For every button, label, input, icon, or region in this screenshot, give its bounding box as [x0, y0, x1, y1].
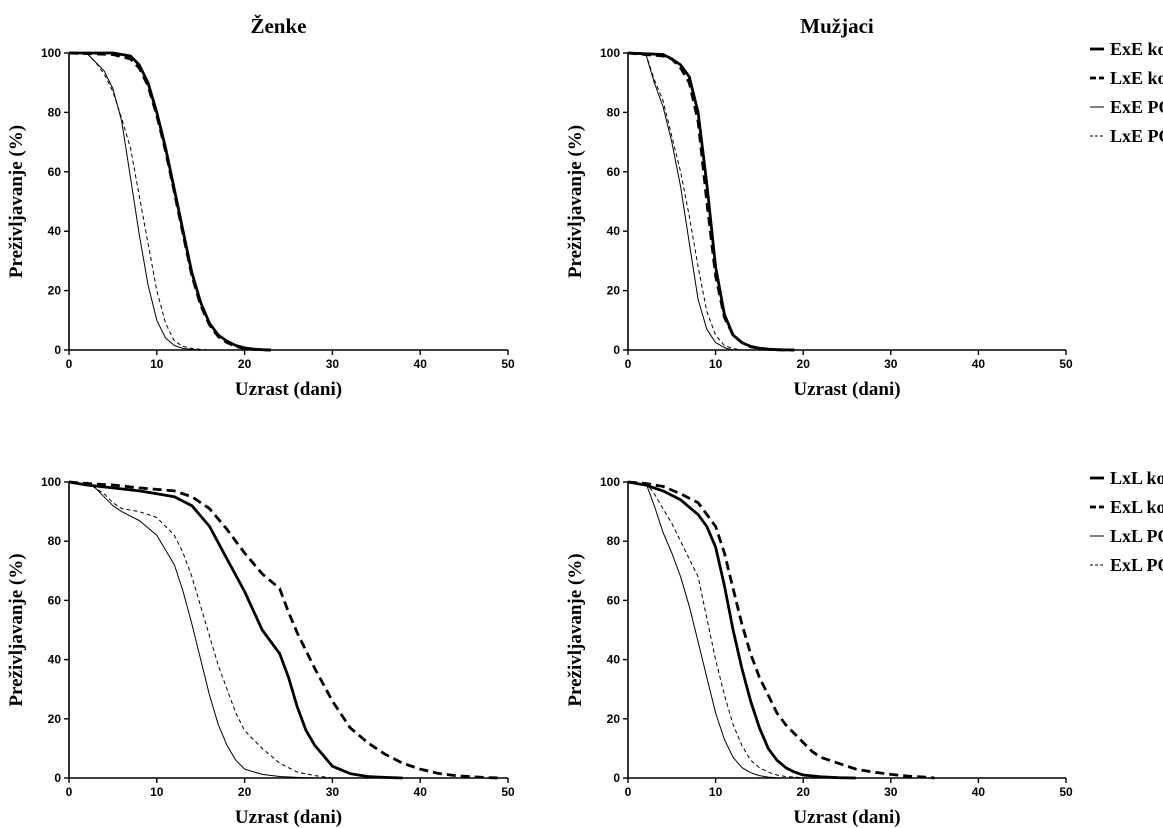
- legend-label-1: LxL kontrola: [1110, 468, 1163, 488]
- x-tick-label: 0: [625, 357, 632, 371]
- y-tick-label: 20: [48, 284, 62, 298]
- panel-title: Mužjaci: [800, 14, 874, 38]
- y-tick-label: 40: [607, 224, 621, 238]
- y-tick-label: 20: [607, 712, 621, 726]
- x-tick-label: 10: [150, 785, 164, 799]
- x-tick-label: 10: [150, 357, 164, 371]
- y-tick-label: 60: [607, 165, 621, 179]
- x-tick-label: 20: [238, 357, 252, 371]
- panel-bottom-right: 0 10 20 30 40 50 0 20 40 60 80 100 Uzrast (dani) Prež…: [565, 468, 1163, 828]
- x-tick-label: 40: [972, 785, 986, 799]
- legend-label-2: ExL kontrola: [1110, 497, 1163, 517]
- y-tick-label: 80: [48, 534, 62, 548]
- series-line-1: [68, 480, 403, 780]
- y-tick-label: 100: [600, 46, 620, 60]
- x-tick-label: 50: [1059, 785, 1073, 799]
- series-line-1: [627, 480, 856, 780]
- x-tick-label: 40: [414, 785, 428, 799]
- series-line-2: [627, 51, 795, 352]
- panel-bottom-left: 0 10 20 30 40 50 0 20 40 60 80 100 Uzrast (dani) Prež…: [6, 475, 515, 828]
- x-axis-title: Uzrast (dani): [235, 379, 342, 400]
- y-tick-label: 60: [607, 593, 621, 607]
- legend-label-4: ExL PQ 0,5 %: [1110, 555, 1163, 575]
- series-line-4: [86, 52, 210, 351]
- y-tick-label: 60: [48, 165, 62, 179]
- legend-label-1: ExE kontrola: [1110, 39, 1163, 59]
- legend: ExE kontrola LxE kontrola ExE PQ 0,5 % LxE …: [1090, 39, 1163, 146]
- y-tick-label: 40: [48, 653, 62, 667]
- x-tick-label: 20: [797, 785, 811, 799]
- x-tick-label: 50: [501, 785, 515, 799]
- series-line-1: [627, 51, 795, 352]
- y-tick-label: 100: [41, 475, 61, 489]
- y-tick-label: 60: [48, 593, 62, 607]
- x-tick-label: 10: [709, 357, 723, 371]
- y-tick-label: 20: [48, 712, 62, 726]
- x-tick-label: 30: [326, 357, 340, 371]
- y-tick-label: 40: [48, 224, 62, 238]
- series-line-3: [86, 52, 201, 351]
- y-tick-label: 100: [600, 475, 620, 489]
- series-line-2: [68, 51, 271, 352]
- x-tick-label: 50: [1059, 357, 1073, 371]
- legend-label-4: LxE PQ 0,5 %: [1110, 126, 1163, 146]
- x-tick-label: 20: [797, 357, 811, 371]
- legend-label-3: LxL PQ 0,5 %: [1110, 526, 1163, 546]
- series-line-4: [645, 481, 821, 779]
- y-tick-label: 0: [54, 343, 61, 357]
- x-tick-label: 0: [66, 357, 73, 371]
- y-tick-label: 80: [607, 105, 621, 119]
- series-line-3: [645, 481, 804, 779]
- y-tick-label: 100: [41, 46, 61, 60]
- legend: LxL kontrola ExL kontrola LxL PQ 0,5 % ExL …: [1090, 468, 1163, 575]
- series-line-3: [86, 481, 315, 779]
- series-line-2: [68, 480, 500, 780]
- y-axis-title: Preživljavanje (%): [565, 125, 586, 278]
- series-line-3: [645, 52, 734, 351]
- x-tick-label: 10: [709, 785, 723, 799]
- x-tick-label: 30: [326, 785, 340, 799]
- y-axis-title: Preživljavanje (%): [565, 553, 586, 706]
- x-tick-label: 20: [238, 785, 252, 799]
- y-tick-label: 80: [48, 105, 62, 119]
- legend-label-2: LxE kontrola: [1110, 68, 1163, 88]
- y-tick-label: 0: [613, 771, 620, 785]
- y-axis-title: Preživljavanje (%): [6, 125, 27, 278]
- x-tick-label: 30: [884, 785, 898, 799]
- x-tick-label: 40: [414, 357, 428, 371]
- series-line-1: [69, 51, 271, 352]
- y-tick-label: 80: [607, 534, 621, 548]
- x-axis-title: Uzrast (dani): [793, 807, 900, 828]
- panel-top-right: 0 10 20 30 40 50 0 20 40 60 80 100 Uzrast (dani) Prež…: [565, 14, 1163, 400]
- x-tick-label: 50: [501, 357, 515, 371]
- y-tick-label: 20: [607, 284, 621, 298]
- y-tick-label: 0: [54, 771, 61, 785]
- legend-label-3: ExE PQ 0,5 %: [1110, 97, 1163, 117]
- x-tick-label: 30: [884, 357, 898, 371]
- series-line-4: [86, 481, 333, 779]
- y-tick-label: 0: [613, 343, 620, 357]
- panel-top-left: 0 10 20 30 40 50 0 20 40 60 80 100 Uzrast (dani) Prež…: [6, 14, 515, 400]
- panel-title: Ženke: [250, 14, 306, 38]
- x-tick-label: 40: [972, 357, 986, 371]
- x-axis-title: Uzrast (dani): [793, 379, 900, 400]
- y-axis-title: Preživljavanje (%): [6, 553, 27, 706]
- series-line-2: [627, 480, 935, 780]
- x-tick-label: 0: [625, 785, 632, 799]
- x-tick-label: 0: [66, 785, 73, 799]
- x-axis-title: Uzrast (dani): [235, 807, 342, 828]
- y-tick-label: 40: [607, 653, 621, 667]
